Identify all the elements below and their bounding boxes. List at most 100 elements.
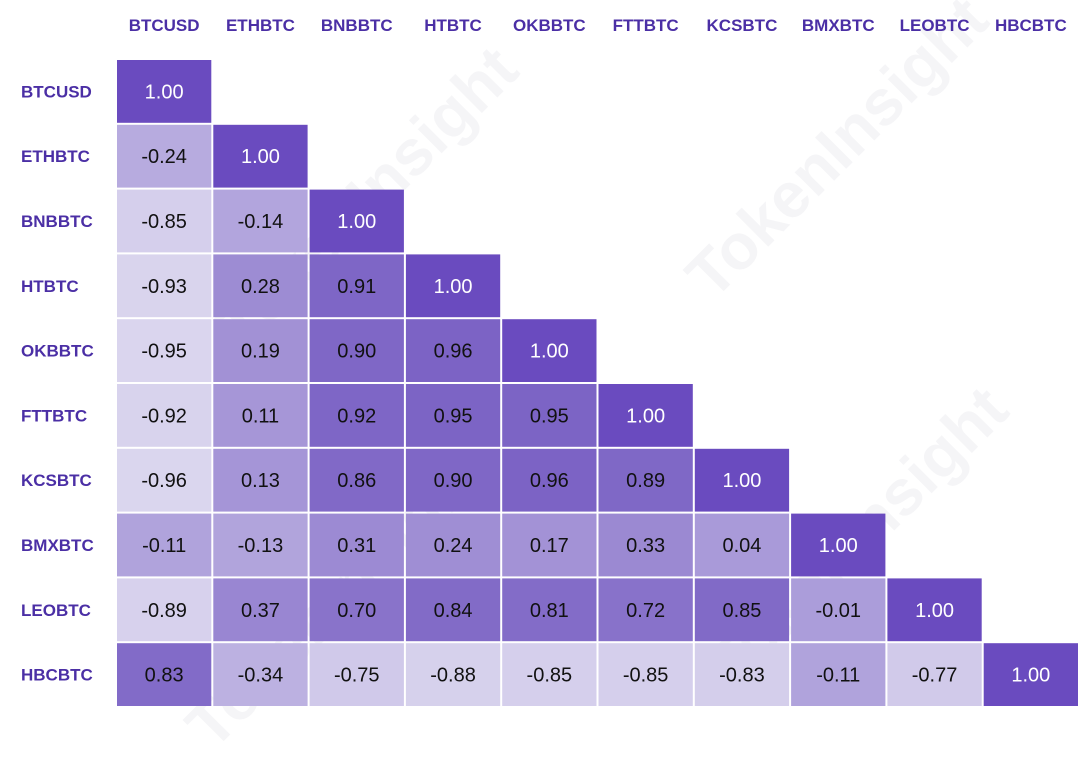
column-label-ethbtc: ETHBTC (226, 16, 295, 35)
heatmap-cell-value: 0.96 (434, 341, 473, 363)
heatmap-cell (791, 513, 886, 577)
heatmap-cell-value: 0.04 (722, 535, 761, 557)
heatmap-cell (694, 448, 790, 512)
heatmap-cell (502, 578, 597, 642)
heatmap-cell-value: 0.70 (337, 600, 376, 622)
heatmap-cell-value: 0.91 (337, 276, 376, 298)
heatmap-cell-value: 0.95 (530, 405, 569, 427)
heatmap-cell-value: 0.28 (241, 276, 280, 298)
column-label-leobtc: LEOBTC (900, 16, 970, 35)
heatmap-cell (502, 643, 597, 706)
heatmap-cell (694, 513, 790, 577)
heatmap-cell-value: 0.95 (434, 405, 473, 427)
heatmap-cell-value: -0.93 (141, 276, 187, 298)
heatmap-cell-value: -0.01 (815, 600, 861, 622)
heatmap-cell-value: -0.85 (527, 665, 573, 687)
heatmap-cell (598, 578, 693, 642)
row-label-bnbbtc: BNBBTC (21, 212, 93, 231)
heatmap-cell-value: -0.11 (816, 665, 860, 687)
heatmap-cell-value: 1.00 (626, 405, 665, 427)
heatmap-cell (405, 319, 501, 382)
heatmap-cell-value: -0.88 (430, 665, 476, 687)
heatmap-cell-value: 0.89 (626, 470, 665, 492)
heatmap-cell-value: 1.00 (819, 535, 858, 557)
heatmap-cell (309, 254, 404, 318)
heatmap-cell (309, 578, 404, 642)
heatmap-cell-value: -0.83 (719, 665, 765, 687)
heatmap-cell-value: -0.95 (141, 341, 187, 363)
heatmap-cell-value: 0.85 (722, 600, 761, 622)
heatmap-cell-value: 0.37 (241, 600, 280, 622)
heatmap-cell (405, 643, 501, 706)
heatmap-cell (117, 319, 212, 382)
row-label-bmxbtc: BMXBTC (21, 536, 94, 555)
heatmap-cell-value: 0.24 (434, 535, 473, 557)
heatmap-cell-value: -0.92 (141, 405, 187, 427)
column-label-hbcbtc: HBCBTC (995, 16, 1067, 35)
heatmap-cell (213, 254, 308, 318)
heatmap-cell (405, 384, 501, 447)
heatmap-cell-value: 0.92 (337, 405, 376, 427)
heatmap-cell (598, 513, 693, 577)
row-label-kcsbtc: KCSBTC (21, 471, 92, 490)
heatmap-cell (117, 643, 212, 706)
heatmap-cell (117, 254, 212, 318)
heatmap-cell-value: 1.00 (241, 146, 280, 168)
heatmap-cell (694, 578, 790, 642)
heatmap-cell (309, 513, 404, 577)
heatmap-cell-value: 1.00 (530, 341, 569, 363)
heatmap-cell-value: 0.90 (337, 341, 376, 363)
heatmap-cell-value: -0.14 (238, 211, 284, 233)
heatmap-cell (213, 319, 308, 382)
heatmap-cell-value: 0.19 (241, 341, 280, 363)
heatmap-cell-value: 0.84 (434, 600, 473, 622)
heatmap-cell-value: 0.90 (434, 470, 473, 492)
column-label-okbbtc: OKBBTC (513, 16, 586, 35)
heatmap-cell-value: 0.96 (530, 470, 569, 492)
heatmap-cell (598, 448, 693, 512)
row-label-hbcbtc: HBCBTC (21, 666, 93, 685)
heatmap-cell (213, 189, 308, 253)
heatmap-cell (502, 384, 597, 447)
heatmap-cell (309, 448, 404, 512)
row-label-htbtc: HTBTC (21, 277, 79, 296)
column-label-fttbtc: FTTBTC (613, 16, 679, 35)
heatmap-cell (887, 578, 982, 642)
heatmap-cell-value: -0.96 (141, 470, 187, 492)
row-label-leobtc: LEOBTC (21, 601, 91, 620)
heatmap-cell (213, 643, 308, 706)
heatmap-cell-value: 0.11 (242, 405, 279, 427)
row-label-btcusd: BTCUSD (21, 82, 92, 101)
heatmap-cell (213, 578, 308, 642)
heatmap-cell (117, 513, 212, 577)
column-label-htbtc: HTBTC (424, 16, 482, 35)
heatmap-cell-value: 0.86 (337, 470, 376, 492)
column-label-bnbbtc: BNBBTC (321, 16, 393, 35)
heatmap-cell-value: 0.81 (530, 600, 569, 622)
heatmap-cell (502, 513, 597, 577)
heatmap-cell (213, 124, 308, 188)
heatmap-cell-value: -0.85 (623, 665, 669, 687)
heatmap-cell-value: -0.34 (238, 665, 284, 687)
heatmap-cell (309, 384, 404, 447)
heatmap-cell-value: -0.75 (334, 665, 380, 687)
heatmap-cell (983, 643, 1078, 706)
row-label-okbbtc: OKBBTC (21, 342, 94, 361)
heatmap-cell-value: 0.13 (241, 470, 280, 492)
heatmap-cell-value: 1.00 (434, 276, 473, 298)
heatmap-cell-value: -0.11 (142, 535, 186, 557)
heatmap-cell (502, 448, 597, 512)
heatmap-cell (309, 643, 404, 706)
heatmap-cell (791, 578, 886, 642)
heatmap-cell (309, 319, 404, 382)
heatmap-cell-value: 0.83 (145, 665, 184, 687)
heatmap-cell-value: 1.00 (1011, 665, 1050, 687)
heatmap-cell-value: -0.24 (141, 146, 187, 168)
heatmap-cell (887, 643, 982, 706)
correlation-heatmap: BTCUSD ETHBTC BNBBTC HTBTC OKBBTC FTTBTC KCSBT… (21, 16, 1078, 706)
heatmap-cell (213, 513, 308, 577)
heatmap-cell-value: 0.31 (337, 535, 376, 557)
heatmap-cell (405, 254, 501, 318)
heatmap-cell (117, 124, 212, 188)
heatmap-cell-value: 0.17 (530, 535, 569, 557)
